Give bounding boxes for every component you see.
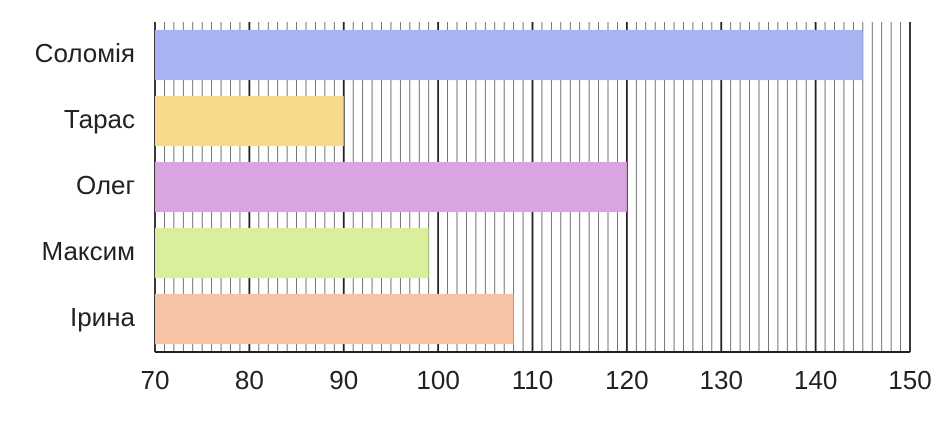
bar	[155, 161, 627, 213]
x-tick-label: 90	[329, 365, 358, 395]
x-tick-label: 130	[700, 365, 743, 395]
bar	[155, 227, 429, 279]
y-tick-label: Тарас	[64, 104, 135, 134]
x-tick-label: 70	[141, 365, 170, 395]
x-tick-label: 120	[605, 365, 648, 395]
x-tick-label: 100	[416, 365, 459, 395]
x-tick-label: 140	[794, 365, 837, 395]
bar	[155, 95, 344, 147]
y-tick-label: Ірина	[70, 302, 136, 332]
bar	[155, 29, 863, 81]
y-tick-label: Соломія	[35, 38, 135, 68]
bar	[155, 293, 514, 345]
y-tick-label: Олег	[76, 170, 135, 200]
y-tick-label: Максим	[42, 236, 135, 266]
x-tick-label: 110	[512, 365, 553, 395]
x-tick-label: 150	[888, 365, 931, 395]
x-tick-label: 80	[235, 365, 264, 395]
